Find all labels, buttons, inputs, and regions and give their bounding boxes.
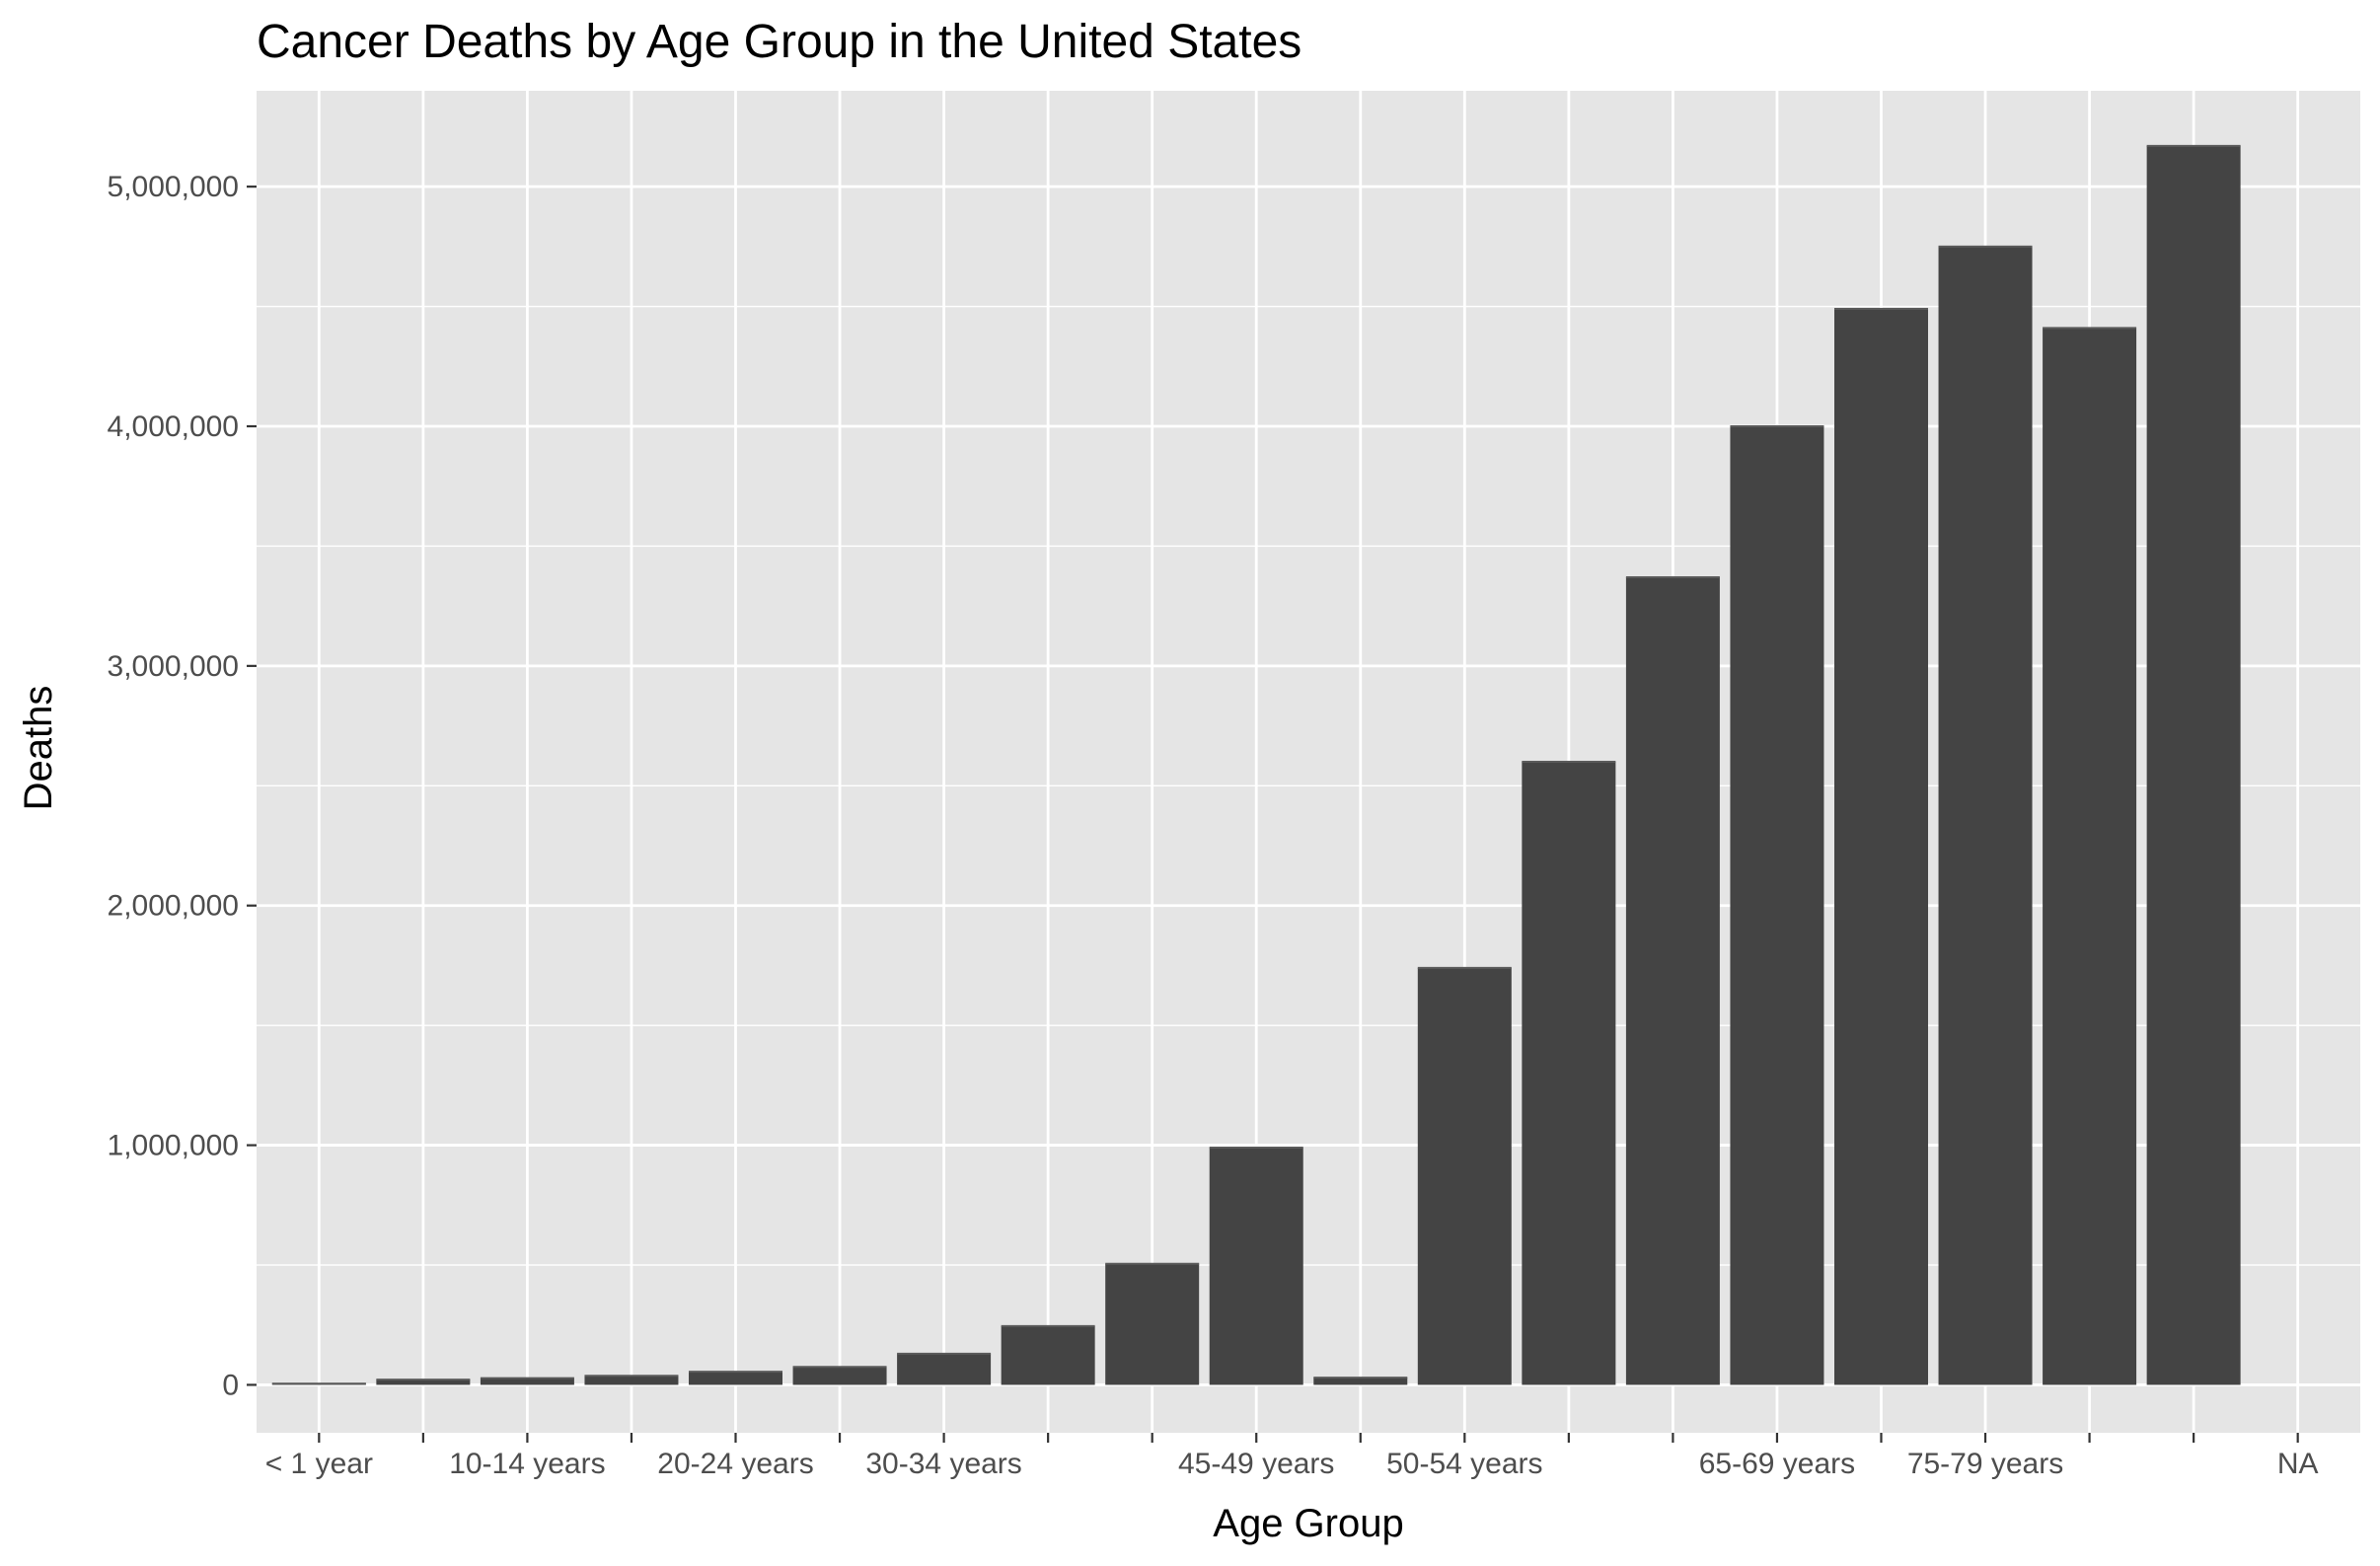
y-tick-label: 0 bbox=[222, 1369, 239, 1401]
bar bbox=[897, 1353, 992, 1385]
x-tick-label: < 1 year bbox=[265, 1448, 373, 1480]
x-tick-label: 30-34 years bbox=[865, 1448, 1021, 1480]
bar bbox=[2146, 145, 2241, 1385]
chart-title: Cancer Deaths by Age Group in the United… bbox=[257, 16, 1302, 68]
y-tick-label: 4,000,000 bbox=[108, 410, 239, 443]
x-tick-label: 45-49 years bbox=[1178, 1448, 1334, 1480]
bars bbox=[271, 144, 2241, 1385]
bar bbox=[584, 1376, 679, 1385]
y-axis-title: Deaths bbox=[17, 686, 60, 811]
bar bbox=[1417, 967, 1512, 1385]
bar bbox=[1938, 246, 2033, 1385]
y-axis: 0 1,000,000 2,000,000 3,000,000 4,000,000 5,0… bbox=[108, 171, 257, 1401]
bar bbox=[1834, 309, 1928, 1385]
y-tick-label: 5,000,000 bbox=[108, 171, 239, 203]
bar bbox=[1001, 1325, 1095, 1385]
bar bbox=[792, 1367, 887, 1385]
bar bbox=[1105, 1263, 1200, 1385]
x-axis: < 1 year 10-14 years 20-24 years 30-34 year… bbox=[265, 1433, 2319, 1480]
x-tick-label: 65-69 years bbox=[1699, 1448, 1855, 1480]
bar bbox=[1522, 762, 1616, 1385]
x-axis-title: Age Group bbox=[1213, 1502, 1403, 1545]
y-tick-label: 1,000,000 bbox=[108, 1130, 239, 1162]
x-tick-label: 20-24 years bbox=[657, 1448, 813, 1480]
bar bbox=[480, 1378, 574, 1385]
bar bbox=[1313, 1378, 1408, 1385]
bar bbox=[376, 1380, 471, 1385]
bar bbox=[689, 1372, 782, 1385]
bar bbox=[2043, 328, 2137, 1385]
y-tick-label: 2,000,000 bbox=[108, 890, 239, 923]
x-tick-label: NA bbox=[2277, 1448, 2319, 1480]
y-tick-label: 3,000,000 bbox=[108, 650, 239, 683]
bar bbox=[1730, 426, 1824, 1385]
x-tick-label: 10-14 years bbox=[449, 1448, 605, 1480]
x-tick-label: 50-54 years bbox=[1386, 1448, 1542, 1480]
x-tick-label: 75-79 years bbox=[1907, 1448, 2063, 1480]
bar bbox=[1209, 1148, 1303, 1385]
bar bbox=[1625, 577, 1720, 1385]
